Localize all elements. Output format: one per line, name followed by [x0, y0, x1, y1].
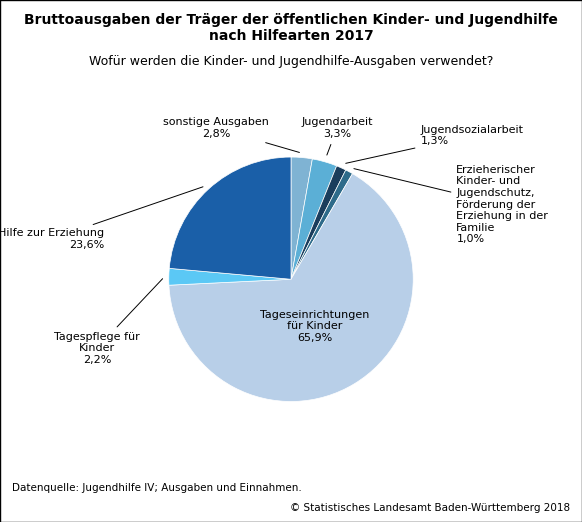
Text: Jugendarbeit
3,3%: Jugendarbeit 3,3% — [301, 117, 372, 155]
Text: © Statistisches Landesamt Baden-Württemberg 2018: © Statistisches Landesamt Baden-Württemb… — [290, 503, 570, 513]
Wedge shape — [291, 157, 313, 279]
Wedge shape — [291, 159, 336, 279]
Wedge shape — [291, 166, 346, 279]
Text: Wofür werden die Kinder- und Jugendhilfe-Ausgaben verwendet?: Wofür werden die Kinder- und Jugendhilfe… — [89, 55, 493, 68]
Wedge shape — [169, 268, 291, 285]
Text: sonstige Ausgaben
2,8%: sonstige Ausgaben 2,8% — [164, 117, 300, 152]
Text: Tageseinrichtungen
für Kinder
65,9%: Tageseinrichtungen für Kinder 65,9% — [260, 310, 370, 343]
Wedge shape — [169, 174, 413, 401]
Text: Erzieherischer
Kinder- und
Jugendschutz,
Förderung der
Erziehung in der
Familie
: Erzieherischer Kinder- und Jugendschutz,… — [354, 165, 548, 244]
Text: nach Hilfearten 2017: nach Hilfearten 2017 — [208, 29, 374, 43]
Wedge shape — [169, 157, 291, 279]
Text: Datenquelle: Jugendhilfe IV; Ausgaben und Einnahmen.: Datenquelle: Jugendhilfe IV; Ausgaben un… — [12, 483, 301, 493]
Wedge shape — [291, 170, 353, 279]
Text: Hilfe zur Erziehung
23,6%: Hilfe zur Erziehung 23,6% — [0, 187, 203, 250]
Text: Tagespflege für
Kinder
2,2%: Tagespflege für Kinder 2,2% — [54, 279, 162, 365]
Text: Jugendsozialarbeit
1,3%: Jugendsozialarbeit 1,3% — [346, 125, 523, 163]
Text: Bruttoausgaben der Träger der öffentlichen Kinder- und Jugendhilfe: Bruttoausgaben der Träger der öffentlich… — [24, 13, 558, 27]
